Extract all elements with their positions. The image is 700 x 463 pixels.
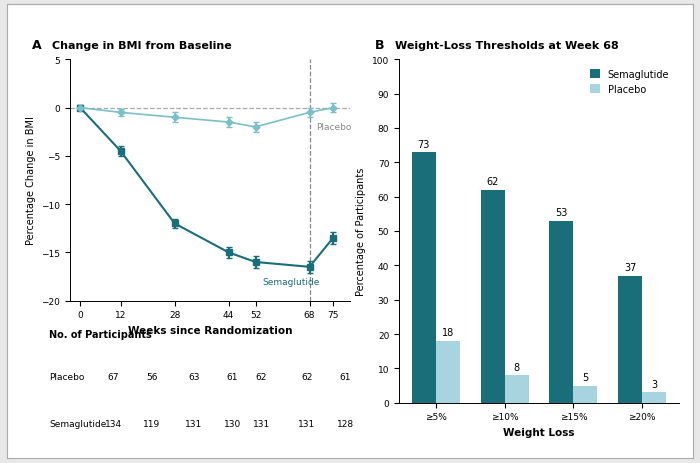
Bar <box>480 190 505 403</box>
X-axis label: Weight Loss: Weight Loss <box>503 427 575 437</box>
Bar <box>573 386 598 403</box>
Text: 128: 128 <box>337 419 354 428</box>
Text: No. of Participants: No. of Participants <box>49 330 152 339</box>
Text: A: A <box>32 38 41 51</box>
Text: Semaglutide: Semaglutide <box>49 419 106 428</box>
Text: 8: 8 <box>514 362 519 372</box>
Text: 131: 131 <box>298 419 315 428</box>
Text: 62: 62 <box>486 177 499 187</box>
Bar <box>505 375 528 403</box>
Text: 119: 119 <box>144 419 161 428</box>
Text: 62: 62 <box>301 372 312 381</box>
Text: 67: 67 <box>108 372 119 381</box>
Text: 131: 131 <box>253 419 270 428</box>
Text: 18: 18 <box>442 328 454 338</box>
Text: 63: 63 <box>188 372 199 381</box>
Text: Change in BMI from Baseline: Change in BMI from Baseline <box>52 41 232 50</box>
Text: 130: 130 <box>224 419 241 428</box>
Text: 73: 73 <box>418 139 430 149</box>
Text: Semaglutide: Semaglutide <box>262 277 320 286</box>
Bar <box>412 153 436 403</box>
Text: Weight-Loss Thresholds at Week 68: Weight-Loss Thresholds at Week 68 <box>395 41 620 50</box>
Bar <box>550 221 573 403</box>
X-axis label: Weeks since Randomization: Weeks since Randomization <box>127 325 293 335</box>
Text: 134: 134 <box>105 419 122 428</box>
Text: B: B <box>374 38 384 51</box>
Text: Placebo: Placebo <box>316 123 351 132</box>
Y-axis label: Percentage of Participants: Percentage of Participants <box>356 168 367 295</box>
Text: 62: 62 <box>256 372 267 381</box>
Text: 37: 37 <box>624 263 636 273</box>
Text: 61: 61 <box>227 372 238 381</box>
Legend: Semaglutide, Placebo: Semaglutide, Placebo <box>585 65 674 100</box>
Y-axis label: Percentage Change in BMI: Percentage Change in BMI <box>26 116 36 245</box>
Text: 5: 5 <box>582 372 589 382</box>
Bar <box>618 276 642 403</box>
Text: 53: 53 <box>555 208 568 218</box>
Text: Placebo: Placebo <box>49 372 85 381</box>
Bar <box>642 393 666 403</box>
Text: 131: 131 <box>186 419 202 428</box>
Text: 56: 56 <box>146 372 158 381</box>
Bar <box>436 341 460 403</box>
Text: 61: 61 <box>340 372 351 381</box>
Text: 3: 3 <box>651 379 657 389</box>
